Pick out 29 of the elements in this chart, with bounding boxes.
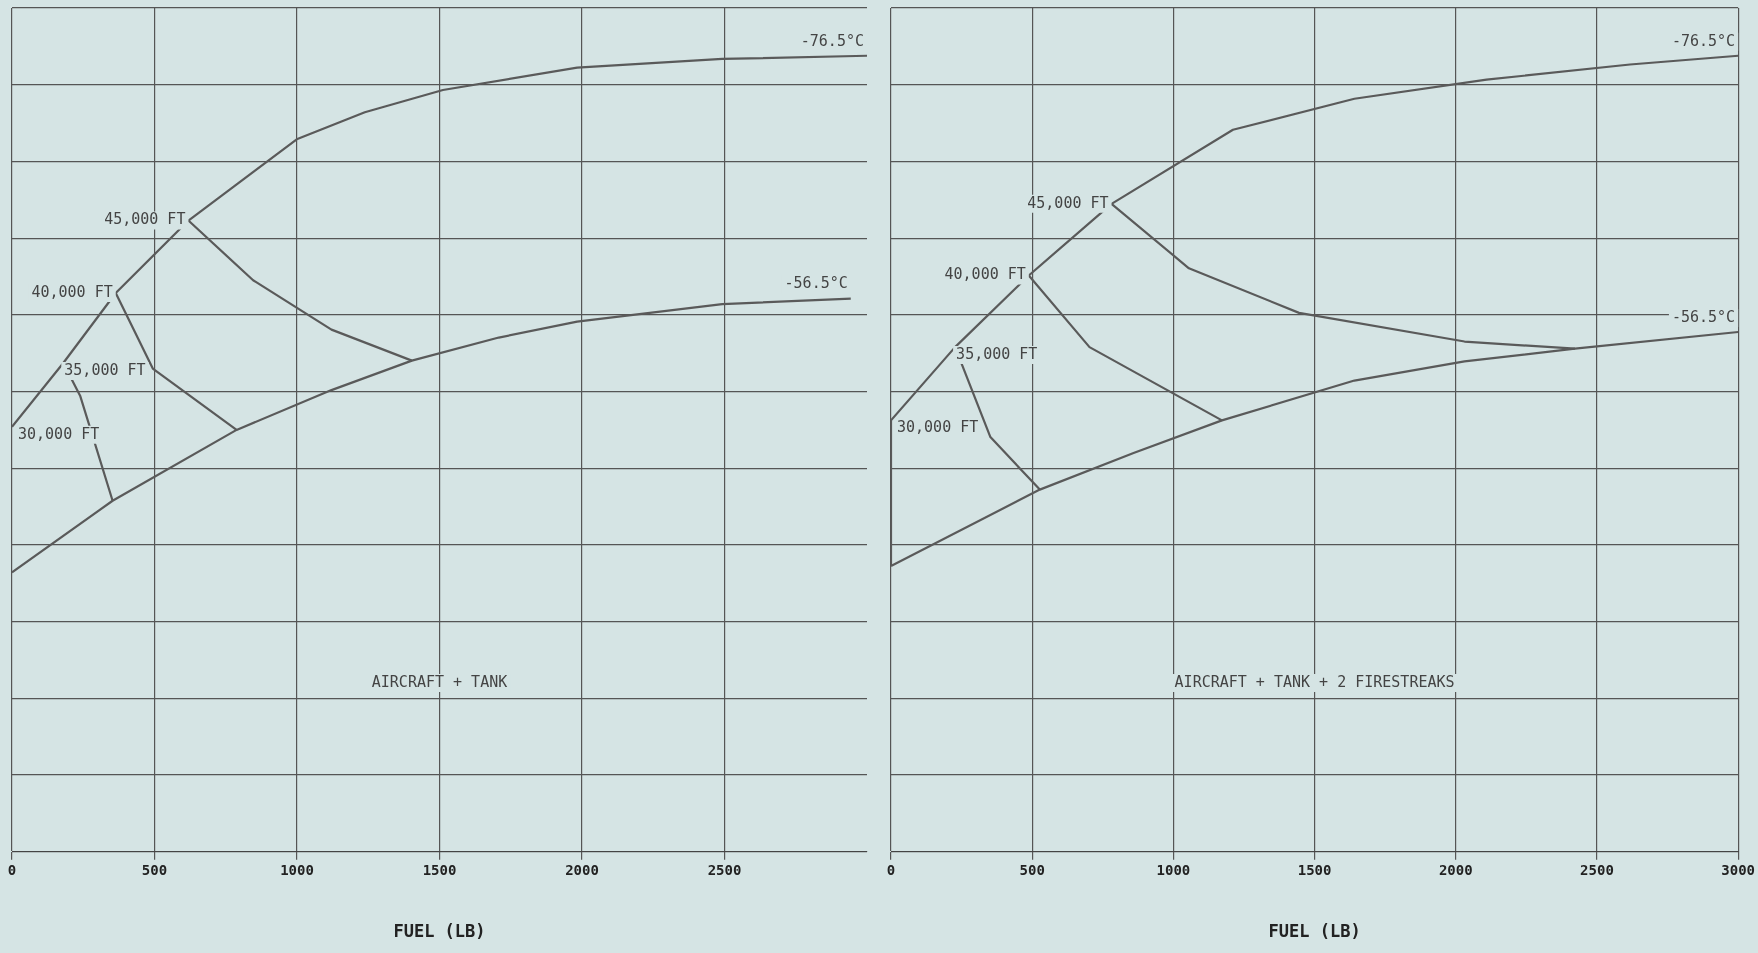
annotation: 40,000 FT xyxy=(944,265,1026,284)
x-tick-label: 2500 xyxy=(1580,861,1614,878)
x-tick-label: 2000 xyxy=(565,861,599,878)
x-tick-label: 2500 xyxy=(707,861,742,878)
annotation: 30,000 FT xyxy=(18,424,100,443)
annotation: 35,000 FT xyxy=(956,345,1038,363)
x-axis-title: FUEL (LB) xyxy=(393,921,486,942)
annotation: -76.5°C xyxy=(800,31,864,50)
annotation: 45,000 FT xyxy=(104,210,186,229)
annotation: 30,000 FT xyxy=(897,418,979,437)
annotation: -76.5°C xyxy=(1671,31,1736,50)
x-tick-label: 0 xyxy=(7,861,17,878)
annotation: AIRCRAFT + TANK + 2 FIRESTREAKS xyxy=(1174,672,1455,691)
x-tick-label: 500 xyxy=(141,861,168,878)
x-tick-label: 1000 xyxy=(1156,861,1191,878)
x-tick-label: 2000 xyxy=(1438,861,1473,878)
annotation: -56.5°C xyxy=(784,274,848,293)
x-tick-label: 1000 xyxy=(280,861,314,878)
x-tick-label: 3000 xyxy=(1721,861,1755,878)
x-tick-label: 1500 xyxy=(1297,861,1332,878)
x-tick-label: 0 xyxy=(886,861,896,878)
annotation: AIRCRAFT + TANK xyxy=(371,672,508,691)
annotation: -56.5°C xyxy=(1671,307,1736,326)
x-axis-title: FUEL (LB) xyxy=(1268,921,1361,942)
annotation: 40,000 FT xyxy=(31,282,113,301)
x-tick-label: 1500 xyxy=(422,861,457,878)
x-tick-label: 500 xyxy=(1019,861,1045,878)
annotation: 45,000 FT xyxy=(1027,193,1109,212)
annotation: 35,000 FT xyxy=(64,360,146,379)
